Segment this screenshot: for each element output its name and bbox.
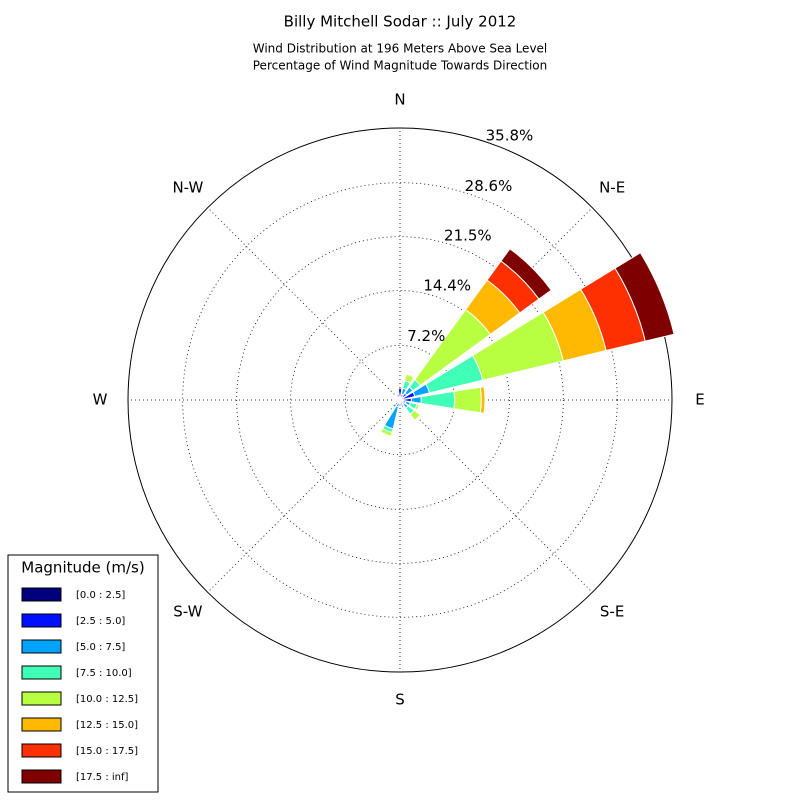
legend-label: [7.5 : 10.0] <box>76 668 132 679</box>
direction-label: W <box>93 391 108 409</box>
wind-segment <box>391 402 398 409</box>
wind-segment <box>404 373 415 384</box>
r-tick-label: 35.8% <box>486 126 534 144</box>
spoke <box>207 399 401 593</box>
wind-segment <box>409 409 421 421</box>
chart-title: Billy Mitchell Sodar :: July 2012 <box>284 13 517 31</box>
wind-segment <box>500 248 552 300</box>
direction-label: S-E <box>600 603 624 621</box>
chart-subtitle: Percentage of Wind Magnitude Towards Dir… <box>253 59 547 73</box>
wind-segment <box>414 403 420 412</box>
chart-subtitle: Wind Distribution at 196 Meters Above Se… <box>253 42 548 56</box>
wind-segment <box>453 386 482 414</box>
legend-title: Magnitude (m/s) <box>21 559 144 577</box>
legend-swatch <box>21 717 62 732</box>
legend-label: [2.5 : 5.0] <box>76 616 125 627</box>
grid-ring <box>182 182 618 618</box>
spoke <box>399 399 593 593</box>
grid-ring <box>236 236 564 564</box>
legend-label: [12.5 : 15.0] <box>76 720 138 731</box>
direction-label: N-E <box>599 178 625 196</box>
spoke <box>207 207 401 401</box>
direction-label: N-W <box>172 178 203 196</box>
legend-label: [0.0 : 2.5] <box>76 590 125 601</box>
wind-segment <box>614 252 675 342</box>
r-tick-label: 7.2% <box>407 327 445 345</box>
wind-segment <box>479 386 486 414</box>
direction-label: N <box>394 91 405 109</box>
direction-label: S <box>395 691 405 709</box>
wind-segment <box>410 396 422 404</box>
wind-segment <box>396 393 401 399</box>
legend-label: [15.0 : 17.5] <box>76 746 138 757</box>
legend-swatch <box>21 691 62 706</box>
legend-swatch <box>21 587 62 602</box>
direction-label: E <box>695 391 704 409</box>
direction-label: S-W <box>173 603 202 621</box>
legend-swatch <box>21 769 62 784</box>
wind-segment <box>379 427 393 437</box>
legend-swatch <box>21 665 62 680</box>
outer-ring <box>127 127 673 673</box>
legend-swatch <box>21 639 62 654</box>
legend-label: [5.0 : 7.5] <box>76 642 125 653</box>
r-tick-label: 21.5% <box>444 227 492 245</box>
legend-label: [17.5 : inf] <box>76 772 129 783</box>
legend-swatch <box>21 743 62 758</box>
legend-label: [10.0 : 12.5] <box>76 694 138 705</box>
grid-ring <box>290 290 510 510</box>
r-tick-label: 28.6% <box>465 177 513 195</box>
wind-segment <box>400 403 405 408</box>
r-tick-label: 14.4% <box>423 276 471 294</box>
legend-swatch <box>21 613 62 628</box>
